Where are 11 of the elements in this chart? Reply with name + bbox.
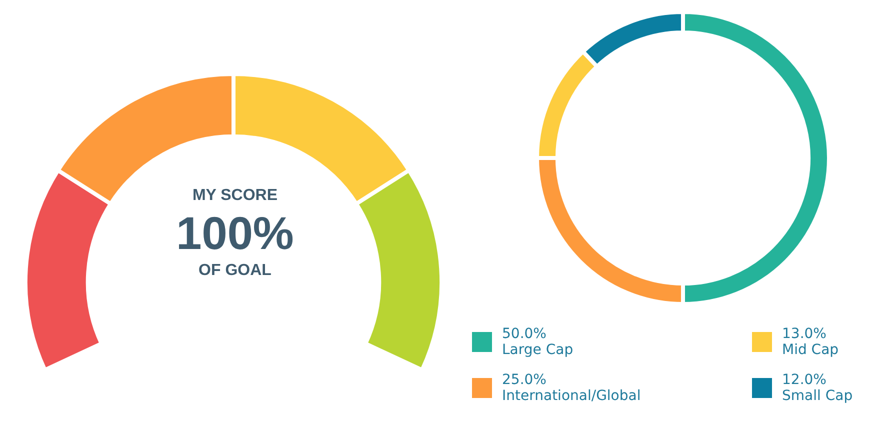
data-label: 25.0% [502, 372, 548, 388]
legend-label: International/Global [502, 388, 641, 404]
data-label: 12.0% [782, 372, 828, 388]
text: OF GOAL [198, 262, 272, 281]
legend-label: Small Cap [782, 388, 853, 404]
data-label: 13.0% [782, 326, 828, 342]
data-label: 50.0% [502, 326, 548, 342]
text: 100% [175, 207, 295, 260]
legend-label: Large Cap [502, 342, 574, 358]
text: MY SCORE [191, 187, 279, 206]
legend-label: Mid Cap [782, 342, 839, 358]
